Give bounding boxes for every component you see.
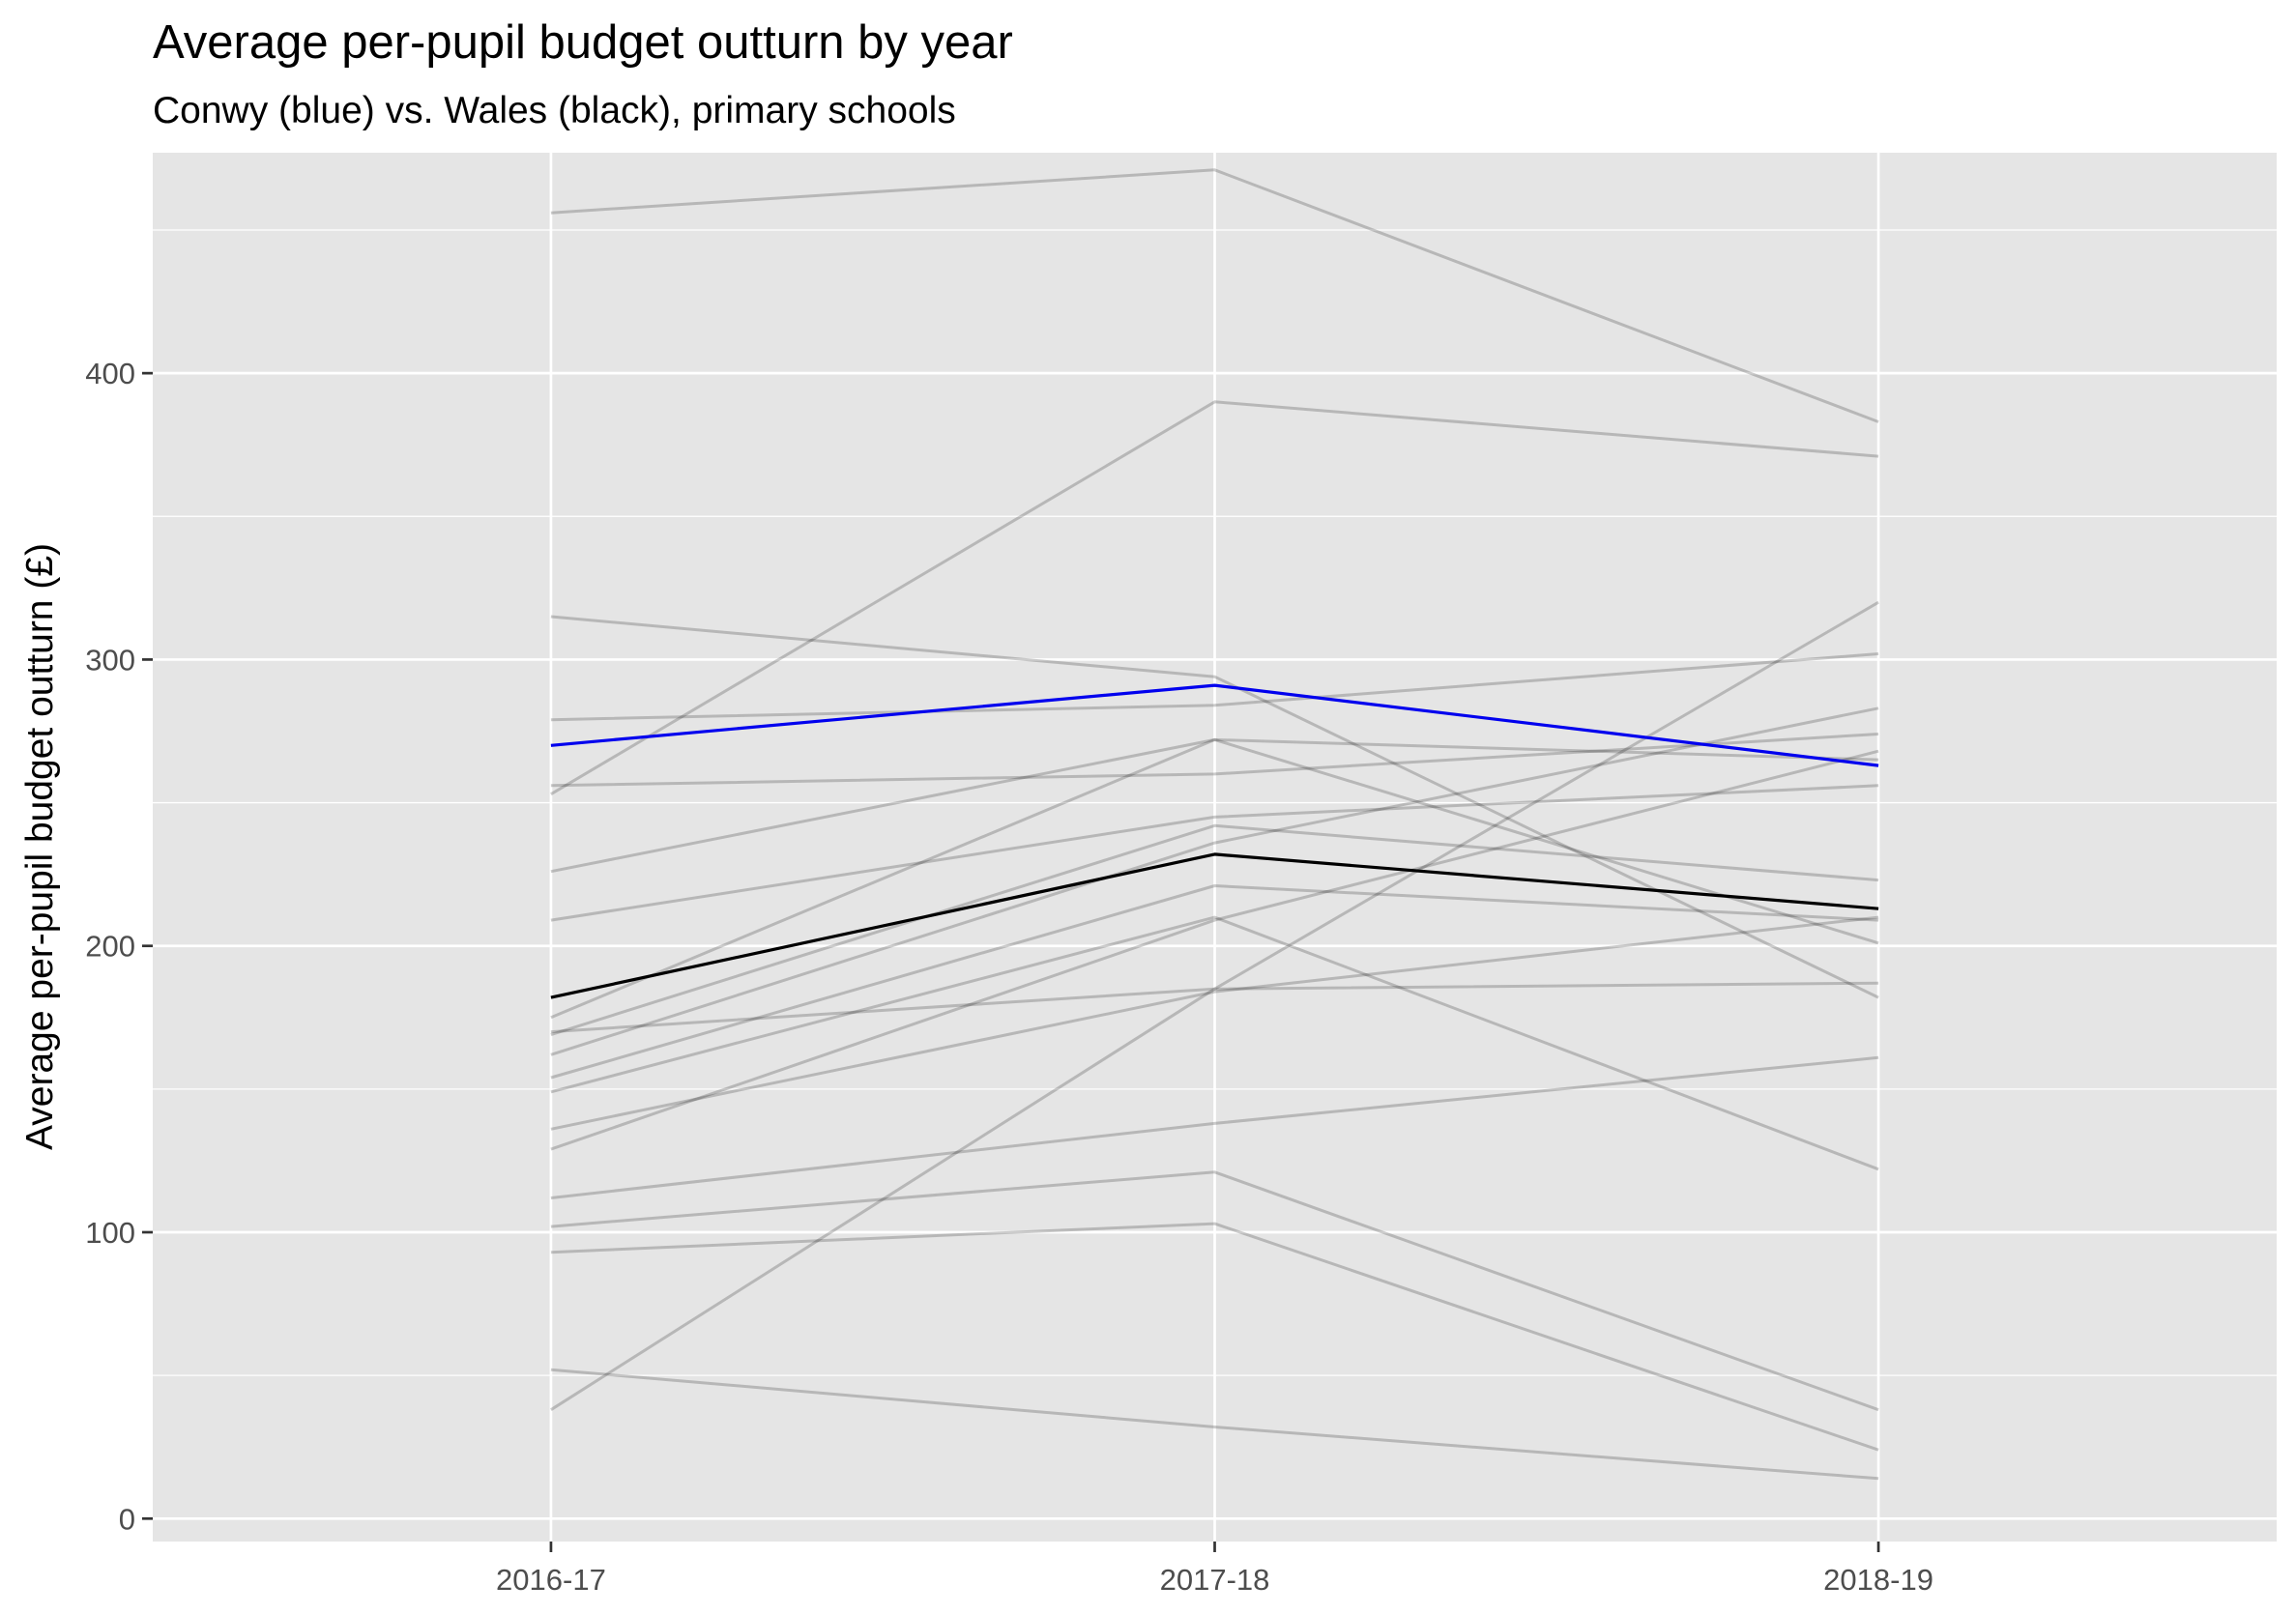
series-line-conwy [550, 683, 1879, 767]
x-axis: 2016-17 2017-18 2018-19 [496, 1542, 1933, 1597]
x-tick-label: 2018-19 [1823, 1563, 1933, 1597]
series-line-wales [550, 852, 1879, 999]
series-line-other-authority [550, 823, 1879, 1037]
series-line-other-authority [550, 600, 1879, 1411]
series-line-other-authority [550, 884, 1879, 1080]
y-axis: 0 100 200 300 400 [85, 357, 153, 1536]
series-line-other-authority [550, 168, 1879, 423]
y-tick-label: 300 [85, 643, 135, 677]
highlighted-lines [550, 683, 1879, 999]
y-tick-label: 100 [85, 1216, 135, 1250]
y-axis-title: Average per-pupil budget outturn (£) [19, 543, 61, 1150]
x-tick-label: 2016-17 [496, 1563, 606, 1597]
other-authority-lines [550, 168, 1879, 1481]
series-line-other-authority [550, 1170, 1879, 1412]
series-line-other-authority [550, 981, 1879, 1034]
x-tick-label: 2017-18 [1160, 1563, 1270, 1597]
y-tick-label: 0 [119, 1502, 135, 1536]
series-line-other-authority [550, 915, 1879, 1171]
series-line-other-authority [550, 1368, 1879, 1481]
chart-subtitle: Conwy (blue) vs. Wales (black), primary … [153, 90, 956, 131]
series-line-other-authority [550, 733, 1879, 788]
series-line-other-authority [550, 915, 1879, 1131]
series-line-other-authority [550, 706, 1879, 1056]
series-line-other-authority [550, 784, 1879, 922]
series-line-other-authority [550, 400, 1879, 795]
series-line-other-authority [550, 737, 1879, 1020]
series-line-other-authority [550, 749, 1879, 1151]
y-tick-label: 400 [85, 357, 135, 390]
series-line-other-authority [550, 1222, 1879, 1452]
series-line-other-authority [550, 737, 1879, 874]
chart-title: Average per-pupil budget outturn by year [153, 16, 1013, 69]
series-line-other-authority [550, 652, 1879, 722]
major-gridlines [153, 153, 2277, 1542]
series-line-other-authority [550, 1055, 1879, 1199]
y-tick-label: 200 [85, 930, 135, 964]
